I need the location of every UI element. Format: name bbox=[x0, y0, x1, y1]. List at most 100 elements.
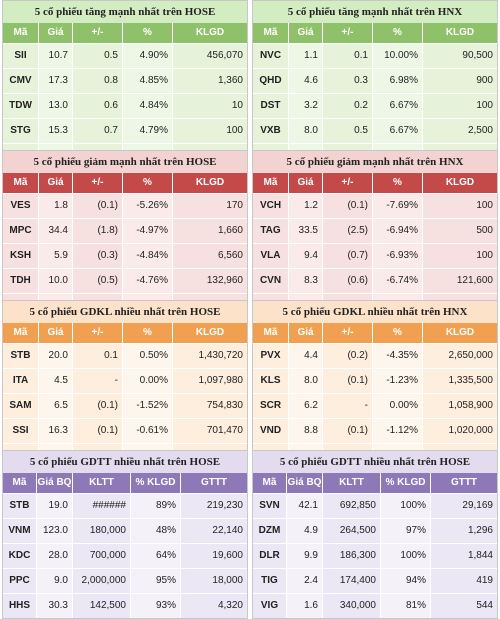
cell-volume: 6,560 bbox=[173, 244, 247, 268]
cell-volume: 701,470 bbox=[173, 419, 247, 443]
cell-code: DLR bbox=[253, 544, 287, 568]
header-price: Giá bbox=[289, 23, 323, 43]
cell-percent: -1.52% bbox=[123, 394, 173, 418]
header-price: Giá bbox=[289, 323, 323, 343]
table-row: SII 10.7 0.5 4.90% 456,070 bbox=[3, 43, 247, 68]
table-row: ITA 4.5-0.00% 1,097,980 bbox=[3, 368, 247, 393]
cell-percent: 0.00% bbox=[123, 369, 173, 393]
cell-price: 4.6 bbox=[289, 69, 323, 93]
cell-price: 13.0 bbox=[39, 94, 73, 118]
header-code: Mã bbox=[3, 23, 39, 43]
cell-volume: 754,830 bbox=[173, 394, 247, 418]
cell-percent: -5.26% bbox=[123, 194, 173, 218]
stock-table-4: 5 cổ phiếu giảm mạnh nhất trên HNX Mã Giá +… bbox=[252, 150, 498, 319]
table-row: DLR 9.9 186,300 100% 1,844 bbox=[253, 543, 497, 568]
cell-price: 1.1 bbox=[289, 44, 323, 68]
table-row: VES 1.8 (0.1) -5.26% 170 bbox=[3, 193, 247, 218]
cell-code: VLA bbox=[253, 244, 289, 268]
table-title: 5 cổ phiếu GDKL nhiều nhất trên HOSE bbox=[3, 301, 247, 323]
table-row: NVC 1.1 0.1 10.00% 90,500 bbox=[253, 43, 497, 68]
header-code: Mã bbox=[3, 323, 39, 343]
cell-percent: -4.76% bbox=[123, 269, 173, 293]
header-change: +/- bbox=[73, 173, 123, 193]
header-price: Giá BQ bbox=[37, 473, 73, 493]
table-header: Mã Giá +/-% KLGD bbox=[3, 23, 247, 43]
cell-price: 4.4 bbox=[289, 344, 323, 368]
header-volume: KLGD bbox=[173, 323, 247, 343]
header-code: Mã bbox=[253, 323, 289, 343]
cell-change: (0.1) bbox=[323, 369, 373, 393]
cell-code: NVC bbox=[253, 44, 289, 68]
table-row: MPC 34.4 (1.8) -4.97% 1,660 bbox=[3, 218, 247, 243]
cell-code: VCH bbox=[253, 194, 289, 218]
cell-volume: 419 bbox=[431, 569, 497, 593]
cell-change: 2,000,000 bbox=[73, 569, 131, 593]
cell-price: 16.3 bbox=[39, 419, 73, 443]
header-code: Mã bbox=[253, 473, 287, 493]
cell-price: 8.8 bbox=[289, 419, 323, 443]
cell-volume: 1,296 bbox=[431, 519, 497, 543]
stock-table-7: 5 cổ phiếu GDTT nhiều nhất trên HOSE Mã Gi… bbox=[2, 450, 248, 619]
cell-volume: 2,500 bbox=[423, 119, 497, 143]
cell-change: 0.1 bbox=[323, 44, 373, 68]
cell-percent: 4.84% bbox=[123, 94, 173, 118]
table-row: KSH 5.9 (0.3) -4.84% 6,560 bbox=[3, 243, 247, 268]
cell-volume: 121,600 bbox=[423, 269, 497, 293]
cell-code: TIG bbox=[253, 569, 287, 593]
cell-price: 15.3 bbox=[39, 119, 73, 143]
header-price: Giá bbox=[39, 23, 73, 43]
cell-volume: 29,169 bbox=[431, 494, 497, 518]
cell-price: 8.0 bbox=[289, 119, 323, 143]
table-row: SVN 42.1 692,850 100% 29,169 bbox=[253, 493, 497, 518]
stock-table-8: 5 cổ phiếu GDTT nhiều nhất trên HOSE Mã Gi… bbox=[252, 450, 498, 619]
cell-price: 6.5 bbox=[39, 394, 73, 418]
cell-percent: 0.00% bbox=[373, 394, 423, 418]
header-change: KLTT bbox=[323, 473, 381, 493]
header-volume: KLGD bbox=[423, 173, 497, 193]
table-row: VXB 8.0 0.5 6.67% 2,500 bbox=[253, 118, 497, 143]
cell-code: KSH bbox=[3, 244, 39, 268]
cell-change: 264,500 bbox=[323, 519, 381, 543]
cell-volume: 100 bbox=[423, 94, 497, 118]
cell-code: MPC bbox=[3, 219, 39, 243]
table-header: Mã Giá +/-% KLGD bbox=[253, 323, 497, 343]
cell-percent: 10.00% bbox=[373, 44, 423, 68]
table-row: QHD 4.6 0.3 6.98% 900 bbox=[253, 68, 497, 93]
table-row: SCR 6.2-0.00% 1,058,900 bbox=[253, 393, 497, 418]
cell-code: PPC bbox=[3, 569, 37, 593]
header-change: +/- bbox=[323, 173, 373, 193]
cell-change: (0.3) bbox=[73, 244, 123, 268]
cell-code: SAM bbox=[3, 394, 39, 418]
cell-price: 8.0 bbox=[289, 369, 323, 393]
cell-percent: 94% bbox=[381, 569, 431, 593]
cell-code: TAG bbox=[253, 219, 289, 243]
table-row: CVN 8.3 (0.6) -6.74% 121,600 bbox=[253, 268, 497, 293]
header-code: Mã bbox=[3, 473, 37, 493]
header-volume: KLGD bbox=[173, 173, 247, 193]
table-title: 5 cổ phiếu giảm mạnh nhất trên HNX bbox=[253, 151, 497, 173]
cell-change: 0.5 bbox=[323, 119, 373, 143]
header-percent: % KLGD bbox=[131, 473, 181, 493]
cell-price: 19.0 bbox=[37, 494, 73, 518]
cell-price: 42.1 bbox=[287, 494, 323, 518]
cell-volume: 19,600 bbox=[181, 544, 247, 568]
table-row: KLS 8.0 (0.1) -1.23% 1,335,500 bbox=[253, 368, 497, 393]
cell-change: - bbox=[323, 394, 373, 418]
cell-percent: 93% bbox=[131, 594, 181, 618]
cell-code: STB bbox=[3, 494, 37, 518]
table-row: SSI 16.3 (0.1) -0.61% 701,470 bbox=[3, 418, 247, 443]
table-row: DST 3.2 0.2 6.67% 100 bbox=[253, 93, 497, 118]
cell-percent: -7.69% bbox=[373, 194, 423, 218]
cell-volume: 18,000 bbox=[181, 569, 247, 593]
cell-percent: -4.35% bbox=[373, 344, 423, 368]
cell-change: 0.7 bbox=[73, 119, 123, 143]
cell-volume: 1,430,720 bbox=[173, 344, 247, 368]
cell-price: 8.3 bbox=[289, 269, 323, 293]
header-change: +/- bbox=[73, 23, 123, 43]
cell-code: VES bbox=[3, 194, 39, 218]
cell-change: 0.6 bbox=[73, 94, 123, 118]
table-title: 5 cổ phiếu giảm mạnh nhất trên HOSE bbox=[3, 151, 247, 173]
cell-price: 4.5 bbox=[39, 369, 73, 393]
cell-change: 0.3 bbox=[323, 69, 373, 93]
cell-price: 9.4 bbox=[289, 244, 323, 268]
